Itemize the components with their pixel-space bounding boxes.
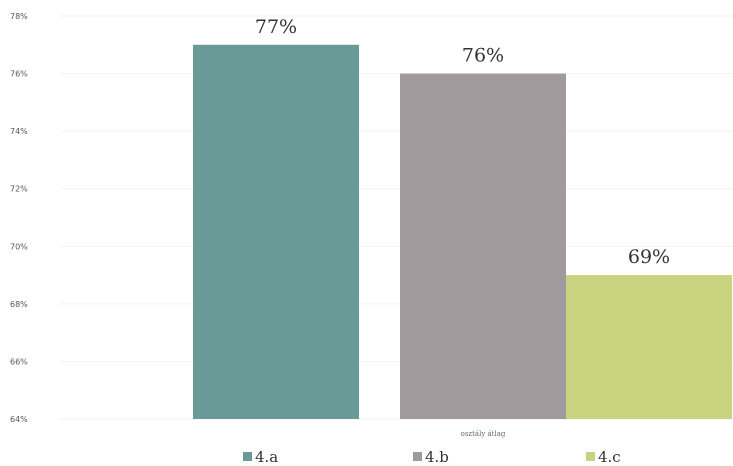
legend-label-4.a: 4.a xyxy=(255,448,278,466)
legend-label-4.b: 4.b xyxy=(425,448,449,466)
y-tick-label: 70% xyxy=(10,242,28,251)
bar-4.c xyxy=(566,275,732,419)
gridlines xyxy=(60,15,733,420)
bars xyxy=(193,44,732,420)
bar-4.a xyxy=(193,44,359,420)
legend-swatch-4.c xyxy=(586,452,595,461)
bar-4.b xyxy=(400,73,566,420)
y-axis-ticks: 64% 66% 68% 70% 72% 74% 76% 78% xyxy=(10,12,28,424)
value-label-4.a: 77% xyxy=(255,16,297,38)
value-label-4.b: 76% xyxy=(462,45,504,67)
legend: 4.a 4.b 4.c xyxy=(243,448,621,466)
y-tick-label: 78% xyxy=(10,12,28,21)
y-tick-label: 76% xyxy=(10,70,28,79)
legend-swatch-4.b xyxy=(413,452,422,461)
y-tick-label: 64% xyxy=(10,415,28,424)
legend-swatch-4.a xyxy=(243,452,252,461)
legend-label-4.c: 4.c xyxy=(598,448,621,466)
y-tick-label: 68% xyxy=(10,300,28,309)
y-tick-label: 72% xyxy=(10,185,28,194)
value-labels: 77% 76% 69% xyxy=(255,16,670,268)
y-tick-label: 74% xyxy=(10,127,28,136)
y-tick-label: 66% xyxy=(10,357,28,366)
value-label-4.c: 69% xyxy=(628,246,670,268)
x-axis-title: osztály átlag xyxy=(461,430,506,438)
